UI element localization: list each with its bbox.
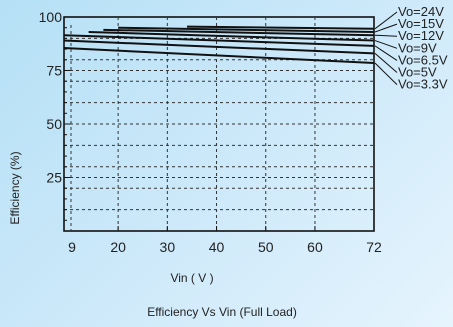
x-tick-label: 20	[110, 239, 126, 255]
x-tick-label: 50	[258, 239, 274, 255]
y-tick-label: 25	[46, 170, 62, 186]
x-tick-label: 40	[209, 239, 225, 255]
leader-line	[374, 62, 398, 85]
chart-title: Efficiency Vs Vin (Full Load)	[147, 305, 297, 319]
x-tick-labels: 9 20 30 40 50 60 72	[68, 239, 382, 255]
x-tick-label: 72	[366, 239, 382, 255]
series-line	[103, 28, 375, 37]
y-tick-label: 100	[39, 9, 63, 25]
legend-label: Vo=9V	[398, 40, 437, 55]
legend-label: Vo=15V	[398, 16, 444, 31]
x-tick-label: 9	[68, 239, 76, 255]
series-line	[63, 34, 375, 47]
x-tick-label: 30	[160, 239, 176, 255]
axis-ticks	[63, 16, 375, 232]
series-line	[63, 39, 375, 55]
y-tick-label: 75	[46, 63, 62, 79]
series-line	[63, 47, 375, 65]
legend-label: Vo=5V	[398, 65, 437, 80]
legend-label: Vo=12V	[398, 28, 444, 43]
x-axis-label: Vin ( V )	[170, 271, 213, 285]
y-axis-label: Efficiency (%)	[8, 151, 22, 224]
leader-line	[374, 40, 398, 49]
series-line	[187, 25, 375, 30]
y-tick-labels: 25 50 75 100	[39, 9, 63, 186]
series-lines	[63, 25, 375, 65]
plot-frame	[63, 16, 375, 232]
x-tick-label: 60	[307, 239, 323, 255]
grid	[64, 17, 374, 231]
legend: Vo=24VVo=15VVo=12VVo=9VVo=6.5VVo=5VVo=3.…	[398, 4, 448, 92]
legend-label: Vo=24V	[398, 4, 444, 19]
leader-line	[374, 53, 398, 73]
leader-line	[374, 11, 398, 30]
legend-label: Vo=6.5V	[398, 52, 448, 67]
series-line	[88, 30, 375, 42]
leader-line	[374, 23, 398, 33]
leader-line	[374, 34, 398, 37]
y-tick-label: 50	[46, 116, 62, 132]
legend-label: Vo=3.3V	[398, 77, 448, 92]
legend-leader-lines	[374, 11, 398, 85]
leader-line	[374, 45, 398, 61]
series-line	[118, 26, 375, 33]
